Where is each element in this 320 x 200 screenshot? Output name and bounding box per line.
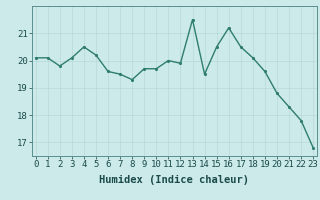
- X-axis label: Humidex (Indice chaleur): Humidex (Indice chaleur): [100, 175, 249, 185]
